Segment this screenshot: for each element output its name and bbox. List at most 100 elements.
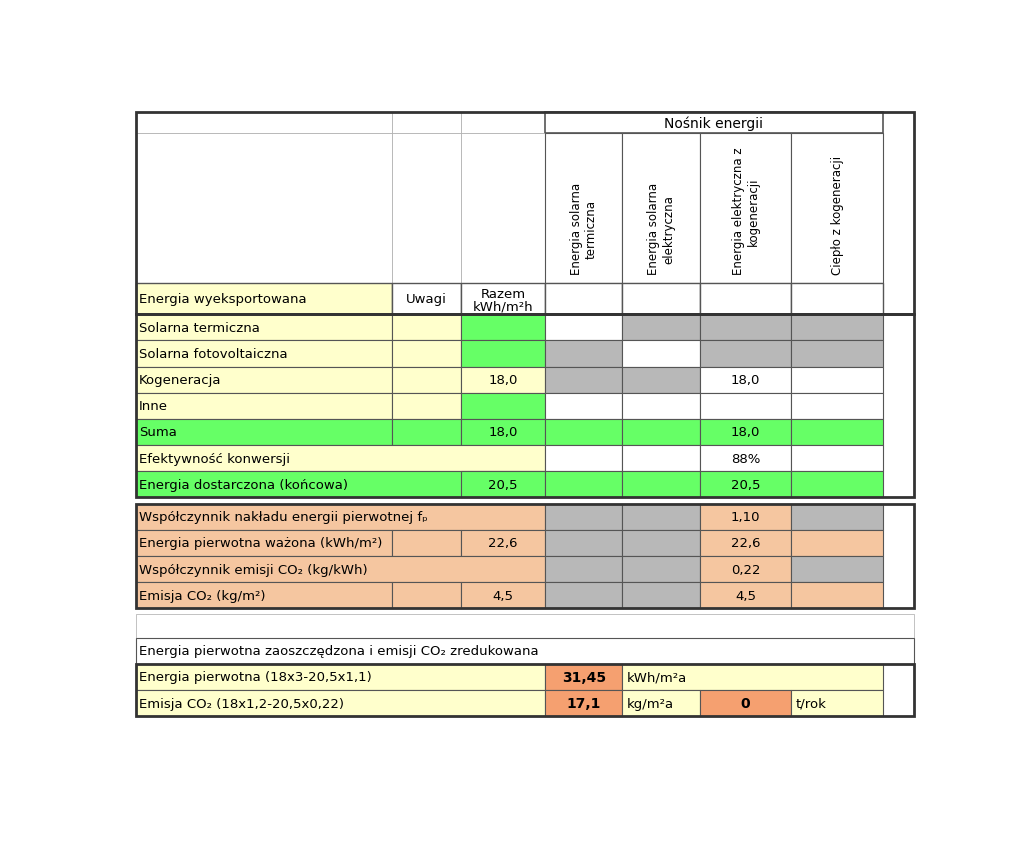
Bar bbox=[623, 504, 700, 530]
Text: 18,0: 18,0 bbox=[731, 426, 761, 439]
Bar bbox=[545, 393, 623, 419]
Bar bbox=[792, 530, 883, 556]
Bar bbox=[136, 530, 391, 556]
Bar bbox=[461, 134, 545, 284]
Bar bbox=[136, 638, 913, 664]
Bar bbox=[136, 691, 545, 716]
Bar bbox=[792, 504, 883, 530]
Bar bbox=[461, 419, 545, 446]
Bar bbox=[623, 315, 700, 341]
Bar bbox=[792, 446, 883, 472]
Bar bbox=[136, 113, 913, 315]
Text: Energia elektryczna z
kogeneracji: Energia elektryczna z kogeneracji bbox=[732, 147, 760, 275]
Text: 0: 0 bbox=[740, 697, 751, 710]
Bar bbox=[792, 583, 883, 609]
Bar bbox=[391, 341, 461, 367]
Bar bbox=[623, 530, 700, 556]
Bar bbox=[136, 504, 545, 530]
Bar bbox=[623, 472, 700, 498]
Bar bbox=[700, 393, 792, 419]
Text: 88%: 88% bbox=[731, 452, 761, 465]
Bar bbox=[700, 504, 792, 530]
Text: Inne: Inne bbox=[139, 400, 168, 412]
Bar bbox=[700, 446, 792, 472]
Bar bbox=[545, 284, 623, 315]
Bar bbox=[545, 134, 623, 284]
Bar bbox=[136, 583, 391, 609]
Bar bbox=[136, 315, 391, 341]
Bar bbox=[700, 556, 792, 583]
Text: kg/m²a: kg/m²a bbox=[627, 697, 674, 709]
Bar bbox=[545, 367, 623, 393]
Bar bbox=[136, 134, 391, 284]
Text: Emisja CO₂ (18x1,2-20,5x0,22): Emisja CO₂ (18x1,2-20,5x0,22) bbox=[139, 697, 344, 709]
Text: Współczynnik emisji CO₂ (kg/kWh): Współczynnik emisji CO₂ (kg/kWh) bbox=[139, 563, 368, 576]
Bar bbox=[461, 367, 545, 393]
Bar bbox=[700, 419, 792, 446]
Bar bbox=[391, 367, 461, 393]
Bar bbox=[792, 315, 883, 341]
Bar bbox=[700, 341, 792, 367]
Bar bbox=[136, 446, 545, 472]
Text: Suma: Suma bbox=[139, 426, 177, 439]
Bar bbox=[545, 446, 623, 472]
Bar bbox=[623, 393, 700, 419]
Text: 18,0: 18,0 bbox=[731, 374, 761, 387]
Bar bbox=[545, 530, 623, 556]
Text: Energia pierwotna (18x3-20,5x1,1): Energia pierwotna (18x3-20,5x1,1) bbox=[139, 671, 372, 684]
Bar bbox=[792, 691, 883, 716]
Text: 1,10: 1,10 bbox=[731, 511, 761, 523]
Text: Solarna termiczna: Solarna termiczna bbox=[139, 321, 260, 334]
Text: kWh/m²h: kWh/m²h bbox=[473, 300, 534, 313]
Bar bbox=[461, 284, 545, 315]
Bar bbox=[391, 530, 461, 556]
Bar bbox=[700, 315, 792, 341]
Text: 18,0: 18,0 bbox=[488, 374, 518, 387]
Bar bbox=[461, 113, 545, 134]
Bar bbox=[545, 419, 623, 446]
Bar bbox=[136, 664, 913, 716]
Text: 0,22: 0,22 bbox=[731, 563, 761, 576]
Bar bbox=[700, 134, 792, 284]
Bar bbox=[461, 315, 545, 341]
Bar bbox=[545, 583, 623, 609]
Text: Solarna fotovoltaiczna: Solarna fotovoltaiczna bbox=[139, 348, 288, 361]
Bar bbox=[623, 419, 700, 446]
Bar bbox=[623, 367, 700, 393]
Text: t/rok: t/rok bbox=[796, 697, 826, 709]
Bar bbox=[391, 583, 461, 609]
Bar bbox=[792, 134, 883, 284]
Bar bbox=[623, 664, 883, 691]
Bar bbox=[700, 691, 792, 716]
Bar bbox=[136, 284, 391, 315]
Text: 4,5: 4,5 bbox=[735, 589, 756, 602]
Text: Energia solarna
termiczna: Energia solarna termiczna bbox=[569, 183, 598, 275]
Text: Energia dostarczona (końcowa): Energia dostarczona (końcowa) bbox=[139, 479, 348, 492]
Bar bbox=[700, 472, 792, 498]
Text: Kogeneracja: Kogeneracja bbox=[139, 374, 221, 387]
Bar bbox=[545, 556, 623, 583]
Bar bbox=[700, 284, 792, 315]
Bar bbox=[792, 556, 883, 583]
Text: 31,45: 31,45 bbox=[561, 670, 606, 684]
Text: Energia pierwotna ważona (kWh/m²): Energia pierwotna ważona (kWh/m²) bbox=[139, 536, 382, 549]
Bar bbox=[545, 472, 623, 498]
Bar bbox=[700, 583, 792, 609]
Bar bbox=[792, 367, 883, 393]
Bar bbox=[391, 284, 461, 315]
Text: 4,5: 4,5 bbox=[493, 589, 514, 602]
Bar bbox=[623, 134, 700, 284]
Bar bbox=[461, 583, 545, 609]
Bar bbox=[792, 341, 883, 367]
Bar bbox=[461, 530, 545, 556]
Text: Nośnik energii: Nośnik energii bbox=[665, 116, 764, 131]
Bar bbox=[792, 472, 883, 498]
Bar bbox=[136, 393, 391, 419]
Bar bbox=[623, 284, 700, 315]
Bar bbox=[545, 315, 623, 341]
Text: 22,6: 22,6 bbox=[488, 536, 518, 549]
Bar bbox=[623, 556, 700, 583]
Bar bbox=[700, 530, 792, 556]
Text: Uwagi: Uwagi bbox=[406, 293, 446, 306]
Text: Współczynnik nakładu energii pierwotnej fₚ: Współczynnik nakładu energii pierwotnej … bbox=[139, 511, 428, 523]
